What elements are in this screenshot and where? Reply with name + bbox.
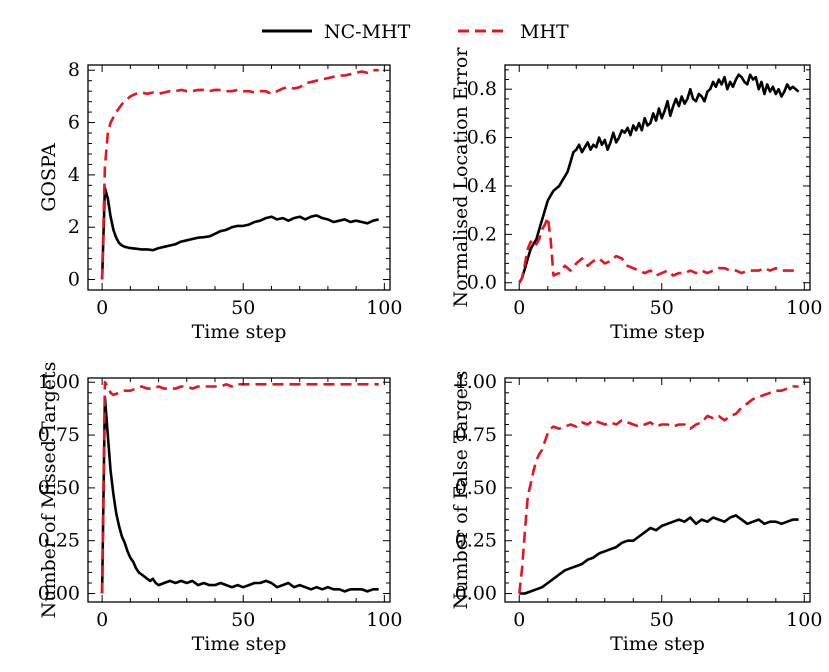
y-tick-label: 1.00 <box>38 371 80 393</box>
y-tick-label: 0.50 <box>455 477 497 499</box>
chart-panel-1: 0 50 100 0 2 4 6 8 Time step GOSPA <box>38 59 402 343</box>
series-line-mht <box>518 385 799 594</box>
y-tick-label: 0.0 <box>467 272 497 294</box>
plot-frame <box>87 377 391 603</box>
y-tick-label: 0.8 <box>467 78 497 100</box>
series-line-nc-mht <box>100 186 379 280</box>
y-tick-label: 8 <box>68 59 80 81</box>
y-tick-label: 0 <box>68 269 80 291</box>
chart-panel-2: 0 50 100 0.0 0.2 0.4 0.6 0.8 Time step Normalised… <box>450 47 822 343</box>
y-tick-label: 4 <box>68 164 80 186</box>
series-line-nc-mht <box>518 73 800 284</box>
legend: NC-MHT MHT <box>262 21 569 43</box>
y-tick-label: 6 <box>68 112 80 134</box>
y-tick-label: 0.00 <box>455 583 497 605</box>
series-line-mht <box>100 68 379 280</box>
y-tick-label: 0.6 <box>467 127 497 149</box>
y-tick-label: 0.2 <box>467 223 497 245</box>
x-tick-label: 50 <box>231 297 255 319</box>
x-tick-label: 100 <box>786 297 822 319</box>
y-tick-label: 1.00 <box>455 371 497 393</box>
y-tick-label: 0.25 <box>455 530 497 552</box>
x-tick-label: 50 <box>650 609 674 631</box>
legend-label-nc-mht: NC-MHT <box>324 21 411 43</box>
x-axis-title: Time step <box>192 321 287 343</box>
x-tick-label: 100 <box>786 609 822 631</box>
y-axis-title: Number of Missed Targets <box>38 362 60 619</box>
x-tick-label: 0 <box>513 297 525 319</box>
y-tick-label: 0.75 <box>38 424 80 446</box>
x-tick-label: 0 <box>96 297 108 319</box>
y-tick-label: 0.75 <box>455 424 497 446</box>
y-axis-title: Number of False Targets <box>450 371 472 610</box>
x-tick-label: 100 <box>366 297 402 319</box>
x-tick-label: 50 <box>231 609 255 631</box>
y-tick-label: 0.50 <box>38 477 80 499</box>
series-line-mht <box>518 216 799 284</box>
y-tick-label: 2 <box>68 216 80 238</box>
x-axis-title: Time step <box>610 633 705 655</box>
chart-panel-4: 0 50 100 0.00 0.25 0.50 0.75 1.00 Time step Numbe… <box>450 371 822 655</box>
x-tick-label: 0 <box>96 609 108 631</box>
plot-frame <box>504 377 811 603</box>
series-line-nc-mht <box>519 514 799 595</box>
y-axis-title: Normalised Location Error <box>450 47 472 308</box>
series-line-nc-mht <box>100 395 379 594</box>
y-tick-label: 0.25 <box>38 530 80 552</box>
y-tick-label: 0.4 <box>467 175 497 197</box>
chart-panel-3: 0 50 100 0.00 0.25 0.50 0.75 1.00 Time step Numbe… <box>38 362 403 655</box>
x-axis-title: Time step <box>192 633 287 655</box>
y-tick-label: 0.00 <box>38 583 80 605</box>
x-tick-label: 0 <box>513 609 525 631</box>
x-axis-title: Time step <box>610 321 705 343</box>
plot-frame <box>87 64 391 291</box>
x-tick-label: 50 <box>650 297 674 319</box>
legend-label-mht: MHT <box>520 21 569 43</box>
plot-frame <box>504 64 811 291</box>
x-tick-label: 100 <box>366 609 402 631</box>
series-line-mht <box>100 380 379 594</box>
y-axis-title: GOSPA <box>38 143 60 212</box>
